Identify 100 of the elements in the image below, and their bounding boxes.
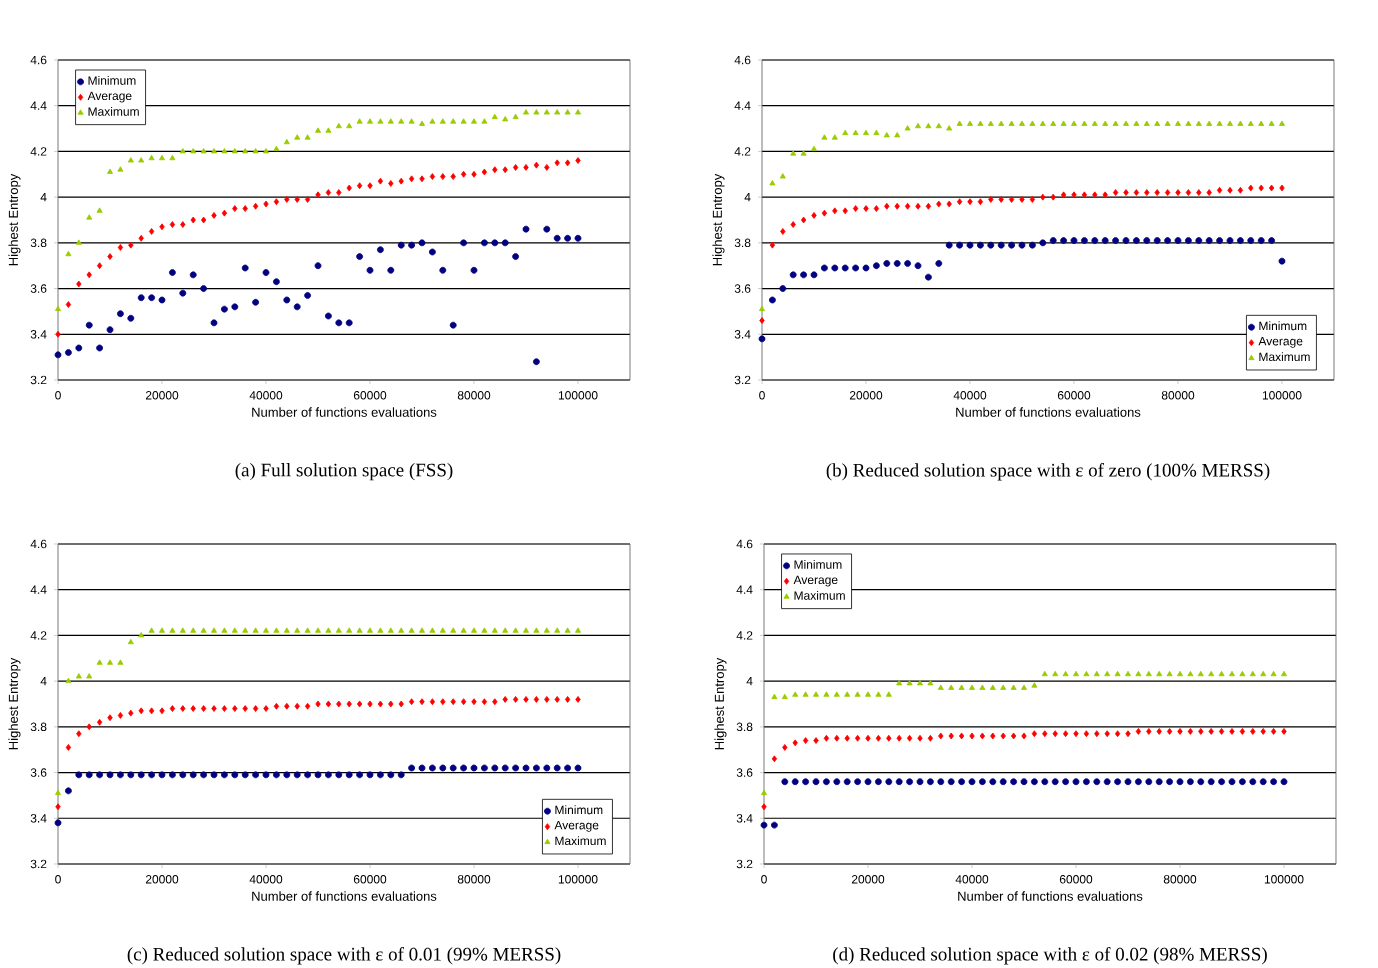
point (1114, 670, 1121, 677)
point (1072, 778, 1080, 786)
point (1124, 778, 1132, 786)
point (895, 778, 903, 786)
point (241, 264, 249, 272)
point (1239, 728, 1246, 735)
point (439, 627, 446, 633)
point (429, 118, 436, 124)
point (55, 330, 61, 338)
point (148, 228, 155, 235)
point (190, 216, 196, 224)
point (1081, 120, 1088, 126)
point (1198, 728, 1204, 735)
point (377, 177, 384, 185)
point (1104, 730, 1110, 738)
point (1093, 670, 1100, 677)
point (1135, 778, 1142, 786)
point (564, 109, 571, 115)
point (189, 271, 197, 279)
point (894, 132, 901, 138)
point (211, 212, 217, 219)
point (1156, 670, 1163, 677)
point (834, 734, 840, 742)
point (1270, 670, 1277, 677)
point (1039, 239, 1047, 247)
point (55, 789, 62, 796)
point (117, 712, 124, 719)
point (1031, 730, 1038, 738)
point (969, 684, 975, 690)
point (189, 771, 197, 779)
point (1008, 241, 1015, 249)
point (366, 771, 374, 779)
point (1186, 778, 1194, 786)
point (792, 739, 798, 747)
point (1114, 730, 1121, 738)
point (1083, 670, 1090, 677)
point (1092, 191, 1098, 199)
point (1249, 778, 1257, 786)
point (948, 684, 955, 690)
point (967, 120, 973, 126)
point (356, 700, 363, 708)
point (273, 627, 280, 633)
point (945, 241, 953, 249)
point (1133, 120, 1140, 126)
point (512, 764, 519, 772)
point (325, 189, 332, 196)
point (481, 118, 488, 124)
point (501, 239, 509, 247)
point (325, 771, 332, 779)
point (1216, 186, 1223, 194)
point (937, 684, 944, 690)
point (54, 351, 62, 359)
point (915, 202, 921, 210)
point (418, 764, 426, 772)
point (1226, 120, 1233, 126)
point (107, 168, 114, 174)
point (1258, 120, 1265, 126)
point (315, 700, 321, 708)
point (366, 266, 374, 274)
point (543, 225, 551, 233)
point (460, 698, 467, 706)
point (977, 120, 984, 126)
point (1062, 730, 1069, 738)
point (200, 705, 207, 712)
point (831, 134, 838, 140)
point (977, 198, 984, 206)
point (760, 821, 768, 829)
text: (a) Full solution space (FSS) (235, 463, 453, 481)
point (564, 234, 571, 242)
point (491, 113, 498, 120)
point (935, 260, 943, 267)
point (1237, 120, 1244, 126)
point (917, 734, 923, 742)
point (1197, 778, 1205, 786)
point (554, 159, 560, 167)
point (325, 127, 332, 133)
point (564, 696, 571, 703)
point (252, 148, 259, 154)
point (512, 253, 519, 260)
point (304, 771, 311, 779)
point (242, 205, 248, 212)
point (460, 239, 467, 247)
point (127, 771, 135, 779)
point (1259, 778, 1267, 786)
point (823, 734, 830, 742)
point (1228, 670, 1235, 677)
point (117, 659, 124, 665)
point (502, 116, 509, 122)
point (1206, 189, 1212, 196)
point (1154, 120, 1161, 126)
point (533, 696, 540, 703)
point (769, 296, 776, 304)
point (169, 705, 176, 712)
point (1228, 778, 1236, 786)
point (76, 730, 82, 738)
point (1062, 670, 1069, 677)
point (200, 285, 208, 292)
point (86, 214, 93, 220)
point (273, 145, 280, 152)
point (221, 771, 228, 779)
